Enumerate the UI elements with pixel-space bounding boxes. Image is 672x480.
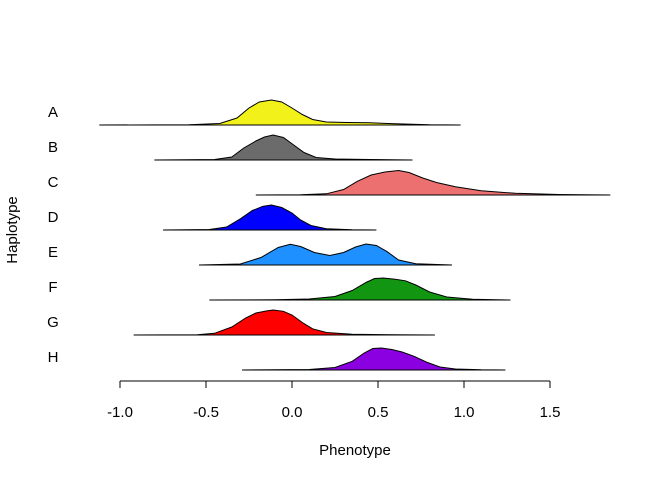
x-tick-label: 1.5 [540, 404, 561, 421]
ridge-a [99, 99, 461, 126]
x-tick-label: 0.0 [282, 404, 303, 421]
y-axis-title: Haplotype [4, 196, 21, 264]
ridge-b [154, 134, 413, 161]
row-label-g: G [47, 314, 59, 331]
ridge-h [242, 347, 506, 371]
row-label-h: H [48, 349, 59, 366]
x-tick-label: 1.0 [454, 404, 475, 421]
row-label-c: C [48, 174, 59, 191]
x-axis-title: Phenotype [319, 442, 391, 459]
x-axis: -1.0 -0.5 0.0 0.5 1.0 1.5 [107, 380, 561, 421]
row-label-e: E [48, 244, 58, 261]
row-label-a: A [48, 104, 58, 121]
row-labels-group: A B C D E F G H [47, 104, 59, 366]
x-tick-label: 0.5 [368, 404, 389, 421]
ridge-d [162, 204, 377, 231]
x-tick-label: -0.5 [193, 404, 219, 421]
ridge-f [209, 277, 511, 301]
ridge-g [133, 309, 435, 336]
row-label-d: D [48, 209, 59, 226]
row-label-f: F [48, 279, 57, 296]
ridge-c [255, 169, 611, 196]
row-label-b: B [48, 139, 58, 156]
ridge-e [199, 243, 453, 266]
x-tick-label: -1.0 [107, 404, 133, 421]
ridges-group [99, 99, 611, 371]
